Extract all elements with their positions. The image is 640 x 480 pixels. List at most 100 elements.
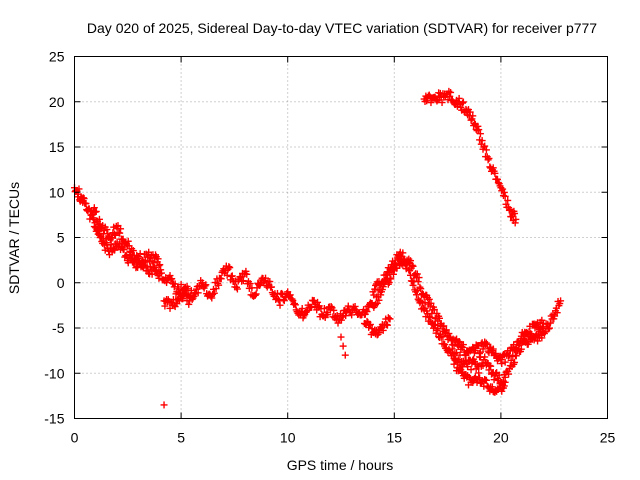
data-point — [426, 313, 434, 321]
data-point — [487, 362, 495, 370]
data-point — [475, 126, 483, 134]
data-point — [314, 298, 322, 306]
data-point — [466, 108, 474, 116]
data-point — [433, 97, 441, 105]
data-point — [143, 262, 151, 270]
data-point — [208, 294, 216, 302]
data-point — [82, 199, 90, 207]
data-point — [370, 291, 378, 299]
data-point — [430, 321, 438, 329]
data-point — [512, 352, 520, 360]
data-point — [374, 286, 382, 294]
data-point — [442, 326, 450, 334]
data-point — [467, 366, 475, 374]
data-point — [362, 306, 370, 314]
data-point — [228, 272, 236, 280]
data-point — [179, 295, 187, 303]
data-point — [546, 324, 554, 332]
data-point — [409, 281, 417, 289]
data-point — [150, 259, 158, 267]
data-point — [545, 325, 553, 333]
data-point — [155, 274, 163, 282]
series-late-arc — [420, 87, 520, 227]
data-point — [441, 341, 449, 349]
data-point — [471, 347, 479, 355]
data-marks — [71, 87, 565, 409]
y-tick-label: 5 — [57, 230, 65, 246]
data-point — [375, 296, 383, 304]
data-point — [288, 295, 296, 303]
data-point — [415, 274, 423, 282]
data-point — [417, 285, 425, 293]
data-point — [129, 247, 137, 255]
data-point — [414, 278, 422, 286]
data-point — [459, 99, 467, 107]
x-axis-label: GPS time / hours — [287, 457, 394, 473]
data-point — [243, 270, 251, 278]
data-point — [120, 246, 128, 254]
data-point — [511, 209, 519, 217]
data-point — [201, 282, 209, 290]
axes: 0 5 10 15 20 25 -15 -10 -5 0 5 10 15 20 25 — [44, 49, 615, 446]
data-point — [389, 265, 397, 273]
data-point — [481, 142, 489, 150]
data-point — [485, 154, 493, 162]
data-point — [497, 356, 505, 364]
data-point — [491, 169, 499, 177]
data-point — [300, 312, 308, 320]
data-point — [541, 328, 549, 336]
data-point — [330, 306, 338, 314]
data-point — [266, 278, 274, 286]
data-point — [385, 279, 393, 287]
data-point — [363, 317, 371, 325]
data-point — [337, 333, 345, 341]
grid-lines — [74, 56, 608, 419]
data-point — [452, 357, 460, 365]
y-tick-label: -15 — [44, 411, 64, 427]
y-tick-label: 0 — [57, 275, 65, 291]
data-point — [423, 97, 431, 105]
data-point — [517, 345, 525, 353]
data-point — [185, 300, 193, 308]
data-point — [421, 299, 429, 307]
data-point — [455, 94, 463, 102]
data-point — [427, 299, 435, 307]
data-point — [184, 291, 192, 299]
data-point — [488, 383, 496, 391]
y-axis-label: SDTVAR / TECUs — [6, 182, 22, 294]
data-point — [501, 358, 509, 366]
data-point — [371, 285, 379, 293]
data-point — [490, 376, 498, 384]
data-point — [341, 351, 349, 359]
data-point — [239, 277, 247, 285]
data-point — [408, 261, 416, 269]
data-point — [210, 289, 218, 297]
data-point — [492, 349, 500, 357]
data-point — [225, 263, 233, 271]
data-point — [459, 98, 467, 106]
data-point — [527, 330, 535, 338]
data-point — [504, 196, 512, 204]
data-point — [383, 321, 391, 329]
data-point — [489, 345, 497, 353]
data-point — [351, 302, 359, 310]
data-point — [447, 88, 455, 96]
data-point — [459, 341, 467, 349]
series-main-trend — [71, 184, 565, 388]
data-point — [478, 137, 486, 145]
x-tick-label: 5 — [177, 430, 185, 446]
data-point — [475, 369, 483, 377]
data-point — [456, 364, 464, 372]
data-point — [291, 301, 299, 309]
data-point — [409, 262, 417, 270]
data-point — [267, 283, 275, 291]
y-tick-label: -10 — [44, 365, 64, 381]
data-point — [505, 351, 513, 359]
data-point — [155, 262, 163, 270]
data-point — [375, 328, 383, 336]
series-outliers — [160, 333, 349, 409]
data-point — [455, 338, 463, 346]
data-point — [366, 320, 374, 328]
data-point — [298, 305, 306, 313]
data-point — [500, 188, 508, 196]
